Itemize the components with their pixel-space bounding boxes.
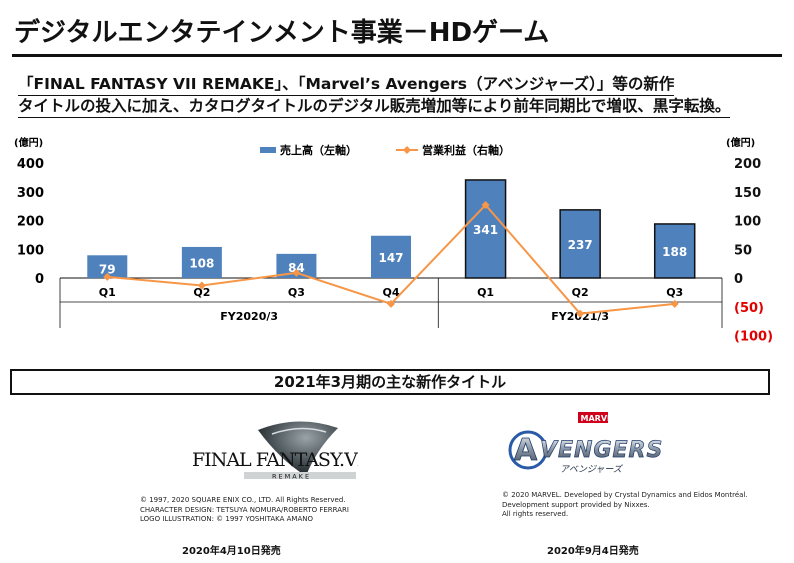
ff7-release-date: 2020年4月10日発売 — [182, 546, 281, 557]
sales-data-label: 84 — [288, 261, 305, 275]
profit-point — [481, 200, 490, 209]
sales-data-label: 147 — [378, 251, 403, 265]
svg-text:A: A — [514, 433, 538, 468]
right-axis-unit: (億円) — [726, 136, 755, 149]
profit-point — [197, 281, 206, 290]
sales-profit-chart: 売上高（左軸） 営業利益（右軸） (億円) (億円) 0 100 200 300 400 200 1… — [14, 136, 773, 345]
avengers-credit-line: © 2020 MARVEL. Developed by Crystal Dyna… — [502, 491, 748, 499]
ff7-credits: © 1997, 2020 SQUARE ENIX CO., LTD. All R… — [140, 496, 349, 525]
category-label: Q2 — [193, 286, 210, 299]
svg-text:REMAKE: REMAKE — [272, 473, 311, 481]
sales-data-label: 79 — [99, 262, 116, 276]
left-axis-tick-label: 0 — [35, 272, 44, 287]
svg-text:MARVEL: MARVEL — [581, 414, 618, 423]
ff7-credit-line: © 1997, 2020 SQUARE ENIX CO., LTD. All R… — [140, 496, 346, 504]
avengers-release-date: 2020年9月4日発売 — [547, 546, 639, 557]
category-label: Q3 — [666, 286, 683, 299]
avengers-credit-line: Development support provided by Nixxes. — [502, 500, 650, 509]
sales-data-label: 237 — [568, 238, 593, 252]
category-label: Q2 — [572, 286, 589, 299]
svg-text:アベンジャーズ: アベンジャーズ — [560, 464, 624, 475]
right-axis-tick-label: (50) — [734, 301, 764, 316]
legend-marker-profit — [403, 146, 411, 154]
category-label: Q1 — [99, 286, 116, 299]
summary-line-1: 「FINAL FANTASY VII REMAKE」、「Marvel’s Ave… — [18, 74, 675, 96]
category-label: Q3 — [288, 286, 305, 299]
right-axis-tick-label: 50 — [734, 243, 752, 258]
group-label: FY2020/3 — [220, 310, 278, 323]
title-divider — [12, 54, 782, 57]
sales-data-label: 108 — [189, 256, 214, 270]
sales-data-label: 341 — [473, 223, 498, 237]
sales-bar — [464, 179, 507, 279]
page-title: デジタルエンタテインメント事業－HDゲーム — [14, 18, 550, 48]
right-axis-tick-label: (100) — [734, 330, 773, 345]
right-axis-tick-label: 100 — [734, 215, 761, 230]
left-axis-tick-label: 400 — [17, 157, 44, 172]
profit-point — [387, 299, 395, 308]
avengers-credit-line: All rights reserved. — [502, 510, 569, 518]
summary-line-2: タイトルの投入に加え、カタログタイトルのデジタル販売増加等により前年同期比で増収… — [18, 96, 731, 118]
sales-bar — [371, 235, 411, 278]
avengers-logo: MARVEL A VENGERS アベンジャーズ — [508, 412, 663, 475]
right-axis-tick-label: 200 — [734, 157, 761, 172]
svg-text:VENGERS: VENGERS — [540, 438, 663, 463]
category-label: Q1 — [477, 286, 494, 299]
summary-text: 「FINAL FANTASY VII REMAKE」、「Marvel’s Ave… — [18, 74, 731, 118]
ff7-credit-line: CHARACTER DESIGN: TETSUYA NOMURA/ROBERTO… — [140, 505, 349, 514]
ff7-credit-line: LOGO ILLUSTRATION: © 1997 YOSHITAKA AMAN… — [140, 515, 313, 523]
profit-point — [103, 272, 112, 281]
sales-bar — [87, 255, 128, 278]
section-header: 2021年3月期の主な新作タイトル — [10, 369, 770, 395]
left-axis-tick-label: 300 — [17, 186, 44, 201]
right-axis-tick-label: 150 — [734, 186, 761, 201]
category-label: Q4 — [382, 286, 399, 299]
sales-bar — [181, 246, 222, 278]
left-axis-tick-label: 200 — [17, 215, 44, 230]
sales-bar — [559, 209, 601, 279]
avengers-credits: © 2020 MARVEL. Developed by Crystal Dyna… — [502, 491, 748, 520]
left-axis-tick-label: 100 — [17, 243, 44, 258]
legend-swatch-sales — [260, 147, 276, 153]
left-axis-unit: (億円) — [14, 136, 43, 149]
svg-text:FINAL FANTASY.VII: FINAL FANTASY.VII — [192, 449, 358, 471]
right-axis-tick-label: 0 — [734, 272, 743, 287]
profit-point — [576, 309, 585, 318]
legend-label-profit: 営業利益（右軸） — [422, 143, 510, 157]
profit-point — [292, 268, 301, 277]
profit-point — [670, 299, 679, 308]
sales-bar — [653, 223, 696, 279]
ff7-remake-logo: FINAL FANTASY.VII REMAKE — [192, 421, 358, 481]
sales-data-label: 188 — [662, 245, 687, 259]
legend-label-sales: 売上高（左軸） — [280, 143, 357, 157]
